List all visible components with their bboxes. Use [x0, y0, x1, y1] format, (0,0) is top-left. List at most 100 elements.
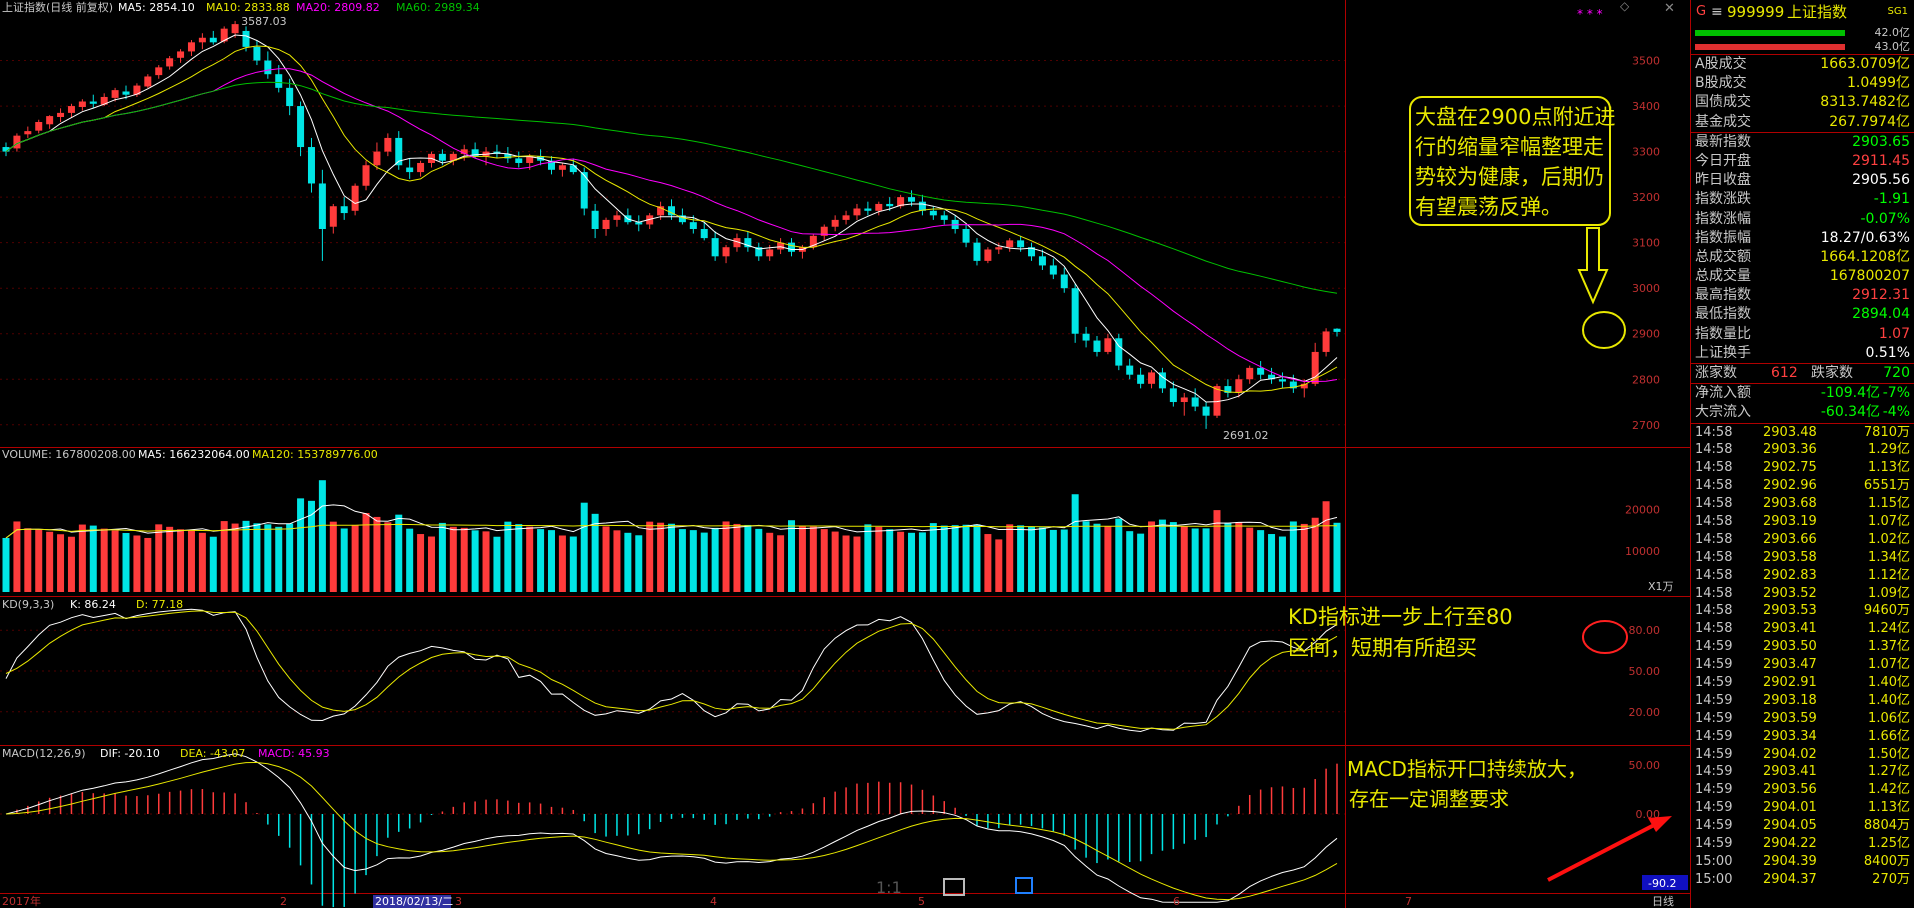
candle-body	[711, 238, 719, 257]
zoom-ratio-button[interactable]: 1:1	[876, 878, 902, 897]
volume-bar	[1257, 530, 1265, 592]
index-stat-row: 指数涨跌 -1.91	[1691, 190, 1914, 209]
tick-price: 2903.48	[1763, 424, 1817, 440]
volume-bar	[744, 524, 752, 592]
candle-body	[755, 247, 763, 257]
tick-volume: 1.40亿	[1868, 692, 1910, 708]
volume-bar	[777, 535, 785, 592]
price-tick-label: 2700	[1632, 419, 1660, 432]
volume-bar	[1333, 522, 1341, 592]
volume-bar	[57, 534, 65, 592]
volume-bar	[242, 520, 250, 592]
tick-row: 14:58 2902.96 6551万	[1691, 477, 1914, 495]
index-stat-value: 2903.65	[1852, 133, 1910, 150]
volume-bar	[155, 524, 163, 592]
date-cursor-highlight	[373, 895, 451, 908]
tick-row: 14:59 2903.50 1.37亿	[1691, 638, 1914, 656]
tick-volume: 1.37亿	[1868, 639, 1910, 655]
volume-bar	[1071, 494, 1079, 592]
volume-bar	[864, 524, 872, 592]
candle-body	[67, 106, 75, 113]
candle-body	[1268, 374, 1276, 380]
index-stat-row: 总成交量 167800207	[1691, 267, 1914, 286]
kd-annotation-1: KD指标进一步上行至80	[1288, 605, 1513, 629]
tick-time: 14:58	[1695, 460, 1733, 476]
candle-body	[591, 210, 599, 229]
volume-bar	[384, 522, 392, 592]
panel-divider	[0, 893, 1690, 894]
volume-bar	[526, 526, 534, 592]
candle-body	[1158, 372, 1166, 389]
candle-body	[962, 229, 970, 243]
minimize-icon[interactable]: ◇	[1620, 0, 1630, 13]
index-stat-row: 指数涨幅 -0.07%	[1691, 210, 1914, 229]
candle-body	[1311, 351, 1319, 384]
macd-tick-label: 50.00	[1629, 759, 1661, 772]
volume-bar	[329, 521, 337, 592]
volume-bar	[940, 525, 948, 592]
volume-bar	[427, 536, 435, 592]
candlestick-chart[interactable]: 3500 3400 3300 3200 3100 3000 2900 2800 2700 3587…	[0, 0, 1690, 908]
menu-icon[interactable]: ≡	[1711, 4, 1723, 20]
x-axis-label: 5	[918, 895, 925, 908]
tick-price: 2903.36	[1763, 442, 1817, 458]
red-arrow-icon	[1547, 820, 1661, 882]
volume-bar	[1322, 501, 1330, 592]
candle-body	[406, 167, 414, 173]
close-icon[interactable]: ✕	[1664, 1, 1675, 16]
candle-body	[984, 249, 992, 261]
volume-tick-label: 10000	[1625, 545, 1660, 558]
turnover-label: 基金成交	[1695, 113, 1751, 130]
candle-body	[89, 101, 97, 104]
tick-row: 15:00 2904.37 270万	[1691, 871, 1914, 889]
highlight-ellipse	[1582, 311, 1626, 349]
volume-bar	[515, 524, 523, 592]
candle-body	[875, 203, 883, 211]
green-bar	[1695, 30, 1845, 36]
candle-body	[1333, 328, 1341, 332]
volume-bar	[984, 534, 992, 592]
flow-label: 大宗流入	[1695, 404, 1751, 421]
candle-body	[307, 147, 315, 184]
volume-bar	[700, 532, 708, 592]
volume-bar	[602, 526, 610, 592]
flows-section: 净流入额 -109.4亿 -7% 大宗流入 -60.34亿 -4%	[1691, 384, 1914, 422]
candle-body	[1202, 406, 1210, 416]
candle-body	[580, 172, 588, 209]
volume-bar	[875, 526, 883, 592]
annotation-line-2: 行的缩量窄幅整理走	[1415, 135, 1604, 159]
tick-time: 14:59	[1695, 657, 1733, 673]
volume-bar	[1235, 522, 1243, 592]
tick-price: 2903.34	[1763, 728, 1817, 744]
tick-volume: 1.27亿	[1868, 764, 1910, 780]
period-tab[interactable]: 日线	[1652, 894, 1674, 908]
candle-body	[373, 151, 381, 166]
candle-body	[831, 219, 839, 227]
x-axis-label: 4	[710, 895, 717, 908]
candle-body	[1049, 265, 1057, 275]
fullscreen-icon[interactable]	[943, 878, 965, 896]
flow-value: -60.34亿	[1820, 404, 1880, 421]
draw-tool-icon[interactable]	[1015, 877, 1033, 894]
stars-icon: * * *	[1577, 7, 1603, 21]
down-arrow-icon	[1577, 227, 1609, 305]
volume-bar	[482, 531, 490, 592]
candle-body	[1148, 372, 1156, 384]
volume-bar	[733, 523, 741, 592]
panel-divider	[0, 596, 1690, 597]
candle-body	[1006, 240, 1014, 248]
index-stat-row: 今日开盘 2911.45	[1691, 152, 1914, 171]
volume-bar	[831, 531, 839, 592]
candle-body	[1300, 383, 1308, 389]
tick-volume: 1.06亿	[1868, 710, 1910, 726]
volume-bar	[908, 532, 916, 592]
tick-price: 2904.02	[1763, 746, 1817, 762]
volume-ma120: MA120: 153789776.00	[252, 448, 378, 461]
tick-row: 14:58 2903.52 1.09亿	[1691, 585, 1914, 603]
volume-bar	[297, 498, 305, 592]
tick-list[interactable]: 14:58 2903.48 7810万 14:58 2903.36 1.29亿 14:58 2…	[1691, 424, 1914, 889]
divider	[1691, 131, 1914, 133]
index-stat-label: 昨日收盘	[1695, 172, 1751, 189]
turnover-value: 1663.0709亿	[1820, 56, 1910, 72]
tick-volume: 1.24亿	[1868, 621, 1910, 637]
